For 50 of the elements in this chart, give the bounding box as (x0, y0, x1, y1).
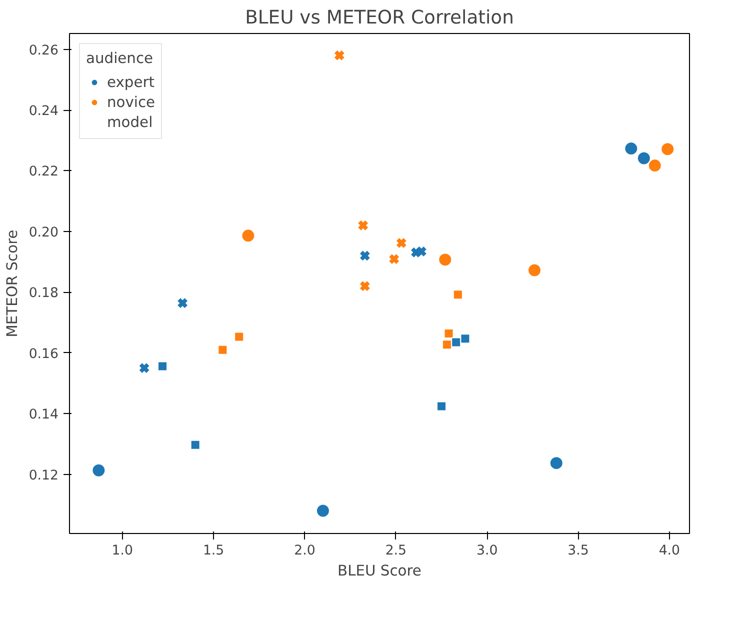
point (92, 463, 106, 478)
point (241, 228, 256, 243)
legend-label: novice (107, 94, 156, 110)
point (396, 237, 407, 249)
point (549, 456, 564, 470)
point (190, 440, 200, 450)
x-axis-title: BLEU Score (338, 562, 422, 580)
y-tick-label: 0.12 (28, 468, 59, 484)
point (359, 250, 370, 262)
point (460, 334, 470, 344)
y-tick-label: 0.26 (28, 43, 59, 58)
point (648, 158, 662, 173)
y-tick-label: 0.18 (28, 286, 59, 302)
point (451, 337, 462, 348)
point (624, 142, 638, 156)
x-tick-label: 3.0 (476, 544, 498, 558)
legend-label: expert (107, 74, 155, 90)
x-tick-label: 1.5 (202, 544, 224, 558)
point (436, 401, 446, 412)
point (234, 332, 244, 342)
point (316, 504, 330, 518)
y-axis-title: METEOR Score (4, 230, 21, 338)
point (636, 151, 651, 166)
point (442, 340, 452, 350)
point (388, 254, 400, 265)
y-tick-label: 0.16 (28, 346, 59, 362)
y-tick-label: 0.22 (28, 164, 59, 180)
point (358, 220, 369, 231)
x-tick-label: 3.5 (568, 544, 589, 558)
x-tick-label: 4.0 (658, 544, 680, 558)
point (158, 361, 168, 372)
point (438, 252, 452, 267)
point (452, 290, 463, 300)
point (359, 280, 370, 292)
point (444, 328, 454, 338)
legend-title: audience (86, 50, 154, 67)
annotation: model (107, 114, 153, 130)
point (660, 142, 675, 156)
y-tick-label: 0.14 (28, 408, 59, 423)
y-tick-label: 0.20 (28, 225, 59, 240)
point (177, 298, 188, 309)
point (138, 362, 150, 374)
point (218, 344, 228, 355)
x-tick-label: 2.0 (294, 544, 316, 558)
x-tick-label: 1.0 (112, 544, 133, 558)
y-tick-label: 0.24 (28, 104, 59, 120)
point (334, 50, 345, 61)
chart-title: BLEU vs METEOR Correlation (245, 8, 514, 28)
point (528, 263, 542, 278)
x-tick-label: 2.5 (385, 544, 407, 558)
